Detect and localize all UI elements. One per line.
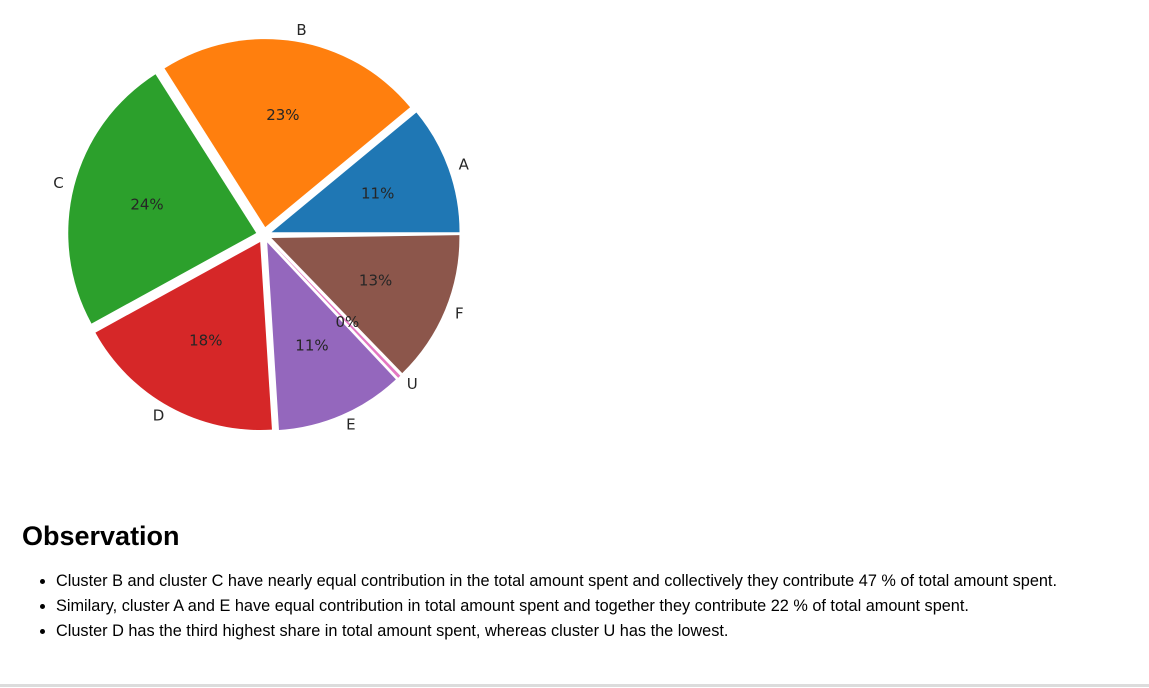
output-divider (0, 684, 1149, 687)
cluster-spend-pie-chart: A B C D E U F 11% 23% 24% 18% 11% 0% 13% (53, 21, 470, 433)
pie-category-label-d: D (153, 407, 165, 425)
pie-category-label-b: B (296, 21, 306, 39)
pie-slice-d (95, 242, 272, 431)
pie-slice-u (269, 240, 401, 378)
observation-section: Observation Cluster B and cluster C have… (22, 520, 1142, 644)
pie-percent-label-f: 13% (359, 272, 392, 290)
pie-category-label-u: U (407, 375, 418, 393)
observation-list: Cluster B and cluster C have nearly equa… (22, 569, 1142, 644)
pie-category-label-e: E (346, 415, 355, 433)
pie-percent-label-u: 0% (335, 313, 359, 331)
observation-bullet: Cluster D has the third highest share in… (56, 619, 1142, 644)
pie-slice-e (267, 242, 396, 430)
pie-category-label-c: C (53, 174, 63, 192)
pie-slice-b (164, 39, 411, 228)
observation-heading: Observation (22, 521, 180, 551)
pie-category-label-f: F (455, 305, 464, 323)
pie-percent-label-a: 11% (361, 185, 394, 203)
pie-percent-label-e: 11% (295, 336, 328, 354)
pie-percent-label-c: 24% (130, 195, 163, 213)
pie-percent-label-b: 23% (266, 106, 299, 124)
observation-bullet: Similary, cluster A and E have equal con… (56, 594, 1142, 619)
pie-slice-f (271, 235, 460, 374)
pie-category-label-a: A (459, 155, 470, 173)
pie-slice-a (271, 112, 460, 233)
pie-percent-label-d: 18% (189, 331, 222, 349)
observation-bullet: Cluster B and cluster C have nearly equa… (56, 569, 1142, 594)
pie-slice-c (68, 74, 257, 324)
